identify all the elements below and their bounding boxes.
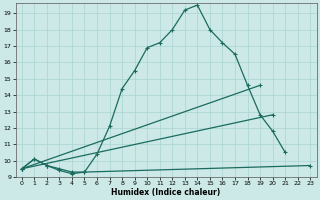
X-axis label: Humidex (Indice chaleur): Humidex (Indice chaleur) xyxy=(111,188,221,197)
